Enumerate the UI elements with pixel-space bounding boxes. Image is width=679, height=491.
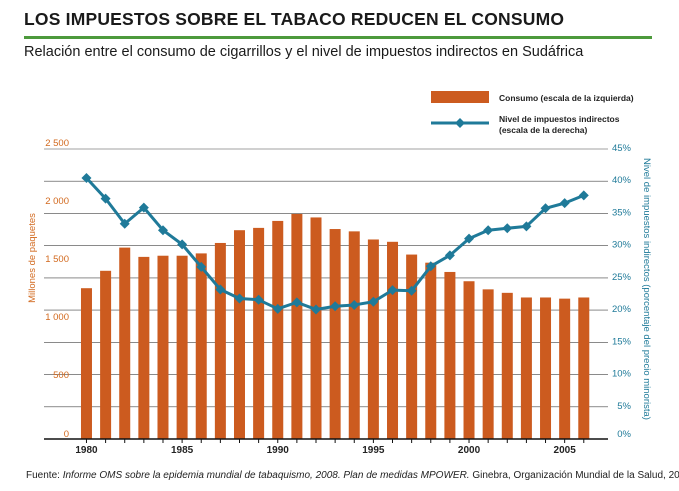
tax-point: [540, 203, 551, 214]
consumption-bar: [100, 270, 112, 439]
legend-consumption-label: Consumo (escala de la izquierda): [499, 93, 634, 103]
consumption-bar: [80, 288, 92, 439]
tax-point: [177, 239, 188, 250]
left-axis-title: Millones de paquetes: [27, 213, 38, 303]
tax-point: [311, 304, 322, 315]
legend-tax-label-line: Nivel de impuestos indirectos: [499, 114, 620, 124]
consumption-bar: [425, 262, 437, 439]
consumption-bar: [520, 297, 532, 439]
consumption-bar: [559, 298, 571, 439]
tax-line-series: [81, 173, 589, 315]
tax-point: [444, 250, 455, 261]
tax-point: [330, 301, 341, 312]
right-tick-label: 5%: [617, 401, 631, 412]
tax-point: [196, 261, 207, 272]
tax-point: [81, 173, 92, 183]
legend: Consumo (escala de la izquierda) Nivel de…: [431, 91, 634, 135]
tax-point: [368, 296, 379, 307]
source-note: Fuente: Informe OMS sobre la epidemia mu…: [26, 470, 679, 481]
tax-point: [215, 284, 226, 295]
legend-line-marker: [455, 118, 465, 128]
left-tick-label: 2 000: [45, 196, 69, 207]
consumption-bar: [119, 247, 131, 439]
title-rule: [24, 36, 652, 39]
left-tick-label: 2 500: [45, 138, 69, 149]
tax-point: [425, 261, 436, 272]
tax-point: [406, 285, 417, 296]
left-tick-label: 1 500: [45, 254, 69, 265]
consumption-bar: [195, 253, 207, 439]
tax-point: [100, 193, 111, 204]
chart-subtitle: Relación entre el consumo de cigarrillos…: [24, 44, 584, 60]
consumption-bar: [214, 242, 226, 439]
x-tick-label: 1985: [171, 445, 194, 456]
tax-point: [157, 225, 168, 236]
tax-point: [291, 297, 302, 308]
tax-point: [138, 202, 149, 213]
right-tick-label: 20%: [612, 304, 632, 315]
consumption-bar: [176, 255, 188, 439]
consumption-bar: [329, 229, 341, 439]
consumption-bar: [463, 281, 475, 439]
consumption-bar: [367, 239, 379, 439]
consumption-bar: [578, 297, 590, 439]
right-tick-label: 15%: [612, 336, 632, 347]
consumption-bars: [80, 213, 590, 439]
x-tick-label: 1995: [362, 445, 385, 456]
x-tick-label: 1980: [75, 445, 98, 456]
consumption-bar: [540, 297, 552, 439]
left-tick-label: 1 000: [45, 312, 69, 323]
source-publication: Informe OMS sobre la epidemia mundial de…: [62, 470, 470, 481]
tax-point: [464, 233, 475, 244]
consumption-bar: [501, 292, 513, 439]
right-tick-label: 45%: [612, 143, 632, 154]
consumption-bar: [157, 255, 169, 439]
consumption-bar: [138, 256, 150, 439]
consumption-bar: [310, 217, 322, 439]
consumption-bar: [444, 271, 456, 439]
x-tick-label: 2005: [554, 445, 577, 456]
right-tick-label: 0%: [617, 429, 631, 440]
right-tick-label: 30%: [612, 240, 632, 251]
consumption-bar: [272, 220, 284, 439]
right-tick-label: 10%: [612, 369, 632, 380]
right-tick-label: 25%: [612, 272, 632, 283]
chart-title: LOS IMPUESTOS SOBRE EL TABACO REDUCEN EL…: [24, 9, 565, 29]
tax-point: [119, 218, 130, 229]
consumption-bar: [348, 231, 360, 439]
tax-point: [234, 293, 245, 304]
tax-point: [387, 285, 398, 296]
tax-point: [272, 303, 283, 314]
tax-point: [253, 294, 264, 305]
tax-point: [502, 223, 513, 234]
legend-tax-label-line: (escala de la derecha): [499, 125, 588, 135]
right-tick-label: 40%: [612, 175, 632, 186]
legend-bar-swatch: [431, 91, 489, 103]
right-tick-label: 35%: [612, 207, 632, 218]
legend-tax-label: Nivel de impuestos indirectos (escala de …: [499, 114, 620, 135]
left-tick-label: 0: [64, 429, 69, 440]
source-publisher: Ginebra, Organización Mundial de la Salu…: [469, 470, 679, 481]
consumption-bar: [233, 230, 245, 439]
x-tick-label: 1990: [267, 445, 290, 456]
tax-point: [578, 190, 589, 201]
tax-point: [559, 198, 570, 209]
consumption-bar: [387, 241, 399, 439]
tax-point: [349, 299, 360, 310]
right-axis-title: Nivel de impuestos indirectos (porcentaj…: [641, 158, 652, 420]
consumption-bar: [406, 254, 418, 439]
left-tick-label: 500: [53, 370, 69, 381]
source-label: Fuente:: [26, 470, 60, 481]
tax-point: [483, 225, 494, 236]
x-tick-label: 2000: [458, 445, 481, 456]
consumption-bar: [482, 289, 494, 439]
consumption-bar: [253, 227, 265, 439]
consumption-bar: [291, 213, 303, 439]
tax-point: [521, 221, 532, 232]
axes: 0 500 1 000 1 500 2 000 2 500 0% 5% 10% 15% 20% 25%…: [27, 138, 652, 456]
